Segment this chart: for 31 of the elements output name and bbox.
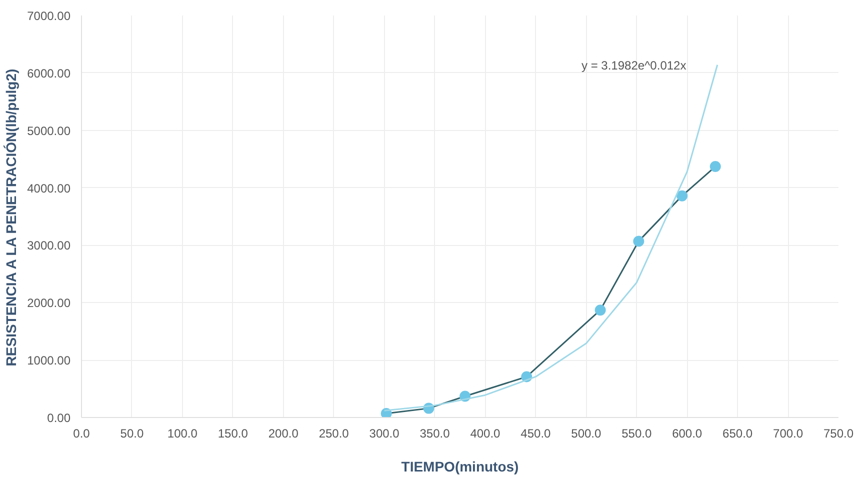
y-tick-label: 6000.00 xyxy=(27,66,71,80)
point xyxy=(594,304,606,316)
y-tick-label: 2000.00 xyxy=(27,296,71,310)
x-tick-label: 200.0 xyxy=(268,426,299,440)
y-tick-label: 4000.00 xyxy=(27,181,71,196)
annotation: y = 3.1982e^0.012x xyxy=(582,58,686,72)
x-tick-label: 300.0 xyxy=(369,426,400,440)
point xyxy=(710,161,721,172)
x-tick-label: 600.0 xyxy=(672,426,702,440)
x-tick-label: 500.0 xyxy=(571,426,602,440)
x-tick-label: 750.0 xyxy=(823,426,854,440)
y-tick-label: 0.00 xyxy=(47,411,71,425)
x-axis-title: TIEMPO(minutos) xyxy=(401,458,519,474)
y-tick-label: 5000.00 xyxy=(27,124,71,138)
point xyxy=(633,236,644,247)
x-tick-label: 0.0 xyxy=(73,426,90,440)
x-tick-label: 100.0 xyxy=(167,426,198,440)
x-tick-label: 50.0 xyxy=(120,426,144,440)
y-tick-label: 3000.00 xyxy=(27,238,71,253)
y-tick-label: 1000.00 xyxy=(27,354,71,368)
x-tick-label: 650.0 xyxy=(722,426,753,440)
x-tick-label: 700.0 xyxy=(773,426,804,440)
x-tick-label: 150.0 xyxy=(218,426,248,440)
x-tick-label: 350.0 xyxy=(420,426,450,440)
x-tick-label: 450.0 xyxy=(520,426,552,440)
y-tick-label: 7000.00 xyxy=(27,9,71,23)
x-tick-label: 250.0 xyxy=(318,426,350,440)
x-tick-label: 400.0 xyxy=(470,426,501,440)
point xyxy=(676,190,688,202)
x-tick-label: 550.0 xyxy=(622,426,652,440)
y-axis-title: RESISTENCIA A LA PENETRACIÓN(lb/pulg2) xyxy=(3,68,20,366)
